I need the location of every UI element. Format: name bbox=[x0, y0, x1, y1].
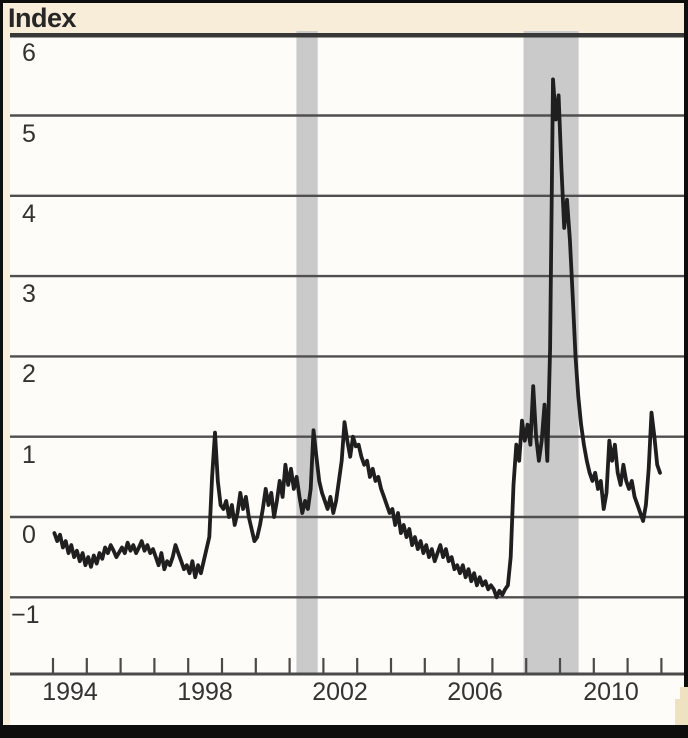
y-axis-label: −1 bbox=[11, 601, 40, 629]
top-margin-strip bbox=[3, 3, 684, 33]
logo-fragment-bottom bbox=[675, 699, 688, 725]
x-axis-label: 1994 bbox=[42, 678, 98, 706]
y-axis-label: 6 bbox=[22, 39, 36, 67]
index-series-line bbox=[52, 77, 662, 600]
y-axis-label: 3 bbox=[22, 280, 36, 308]
chart-page: Index 6 5 4 3 2 1 0 −1 1994 1998 2002 2006 2010 bbox=[3, 3, 684, 725]
y-axis-label: 2 bbox=[22, 360, 36, 388]
x-axis-label: 2010 bbox=[583, 678, 639, 706]
y-axis-label: 0 bbox=[22, 521, 36, 549]
x-axis-label: 2002 bbox=[312, 678, 368, 706]
y-axis-label: 5 bbox=[22, 120, 36, 148]
chart-canvas bbox=[10, 31, 684, 676]
x-axis-label: 2006 bbox=[447, 678, 503, 706]
recession-band bbox=[296, 31, 318, 674]
logo-fragment-top bbox=[680, 687, 688, 701]
y-axis-title: Index bbox=[8, 3, 77, 33]
left-margin-strip bbox=[3, 3, 10, 725]
y-axis-label: 1 bbox=[22, 441, 36, 469]
x-axis-label: 1998 bbox=[177, 678, 233, 706]
y-axis-label: 4 bbox=[22, 200, 36, 228]
